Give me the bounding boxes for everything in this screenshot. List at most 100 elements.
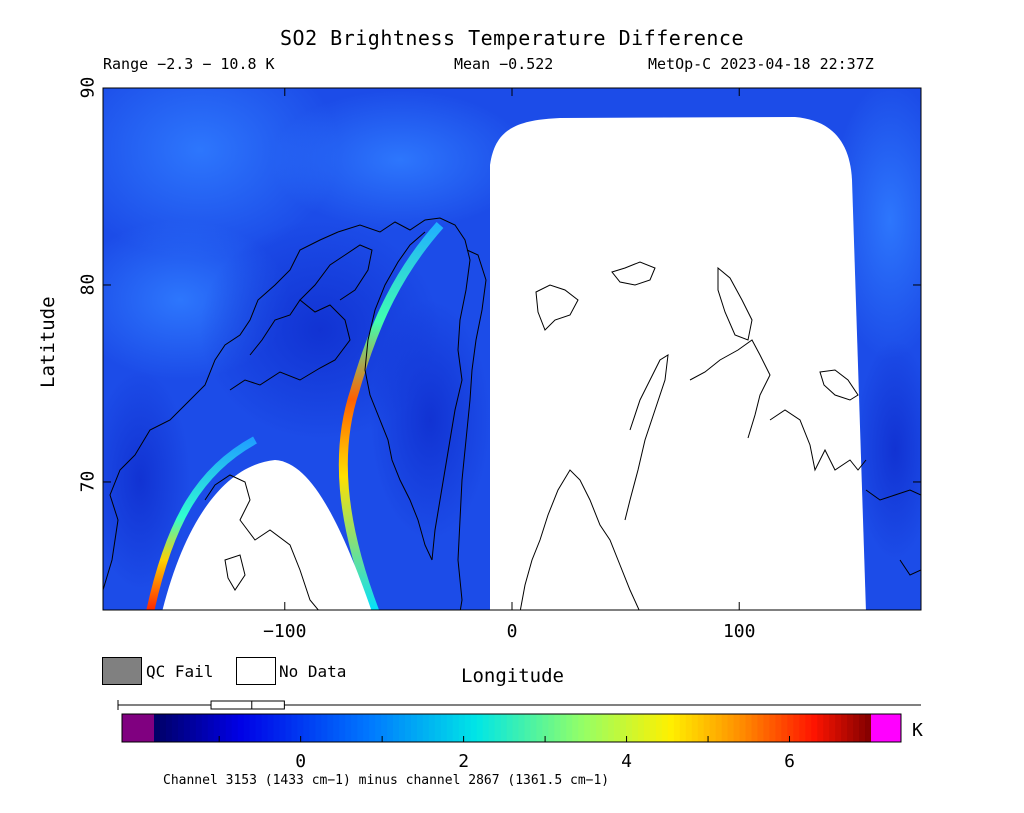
colorbar-segment: [691, 714, 699, 742]
y-axis-label: Latitude: [37, 296, 59, 388]
colorbar-segment: [494, 714, 502, 742]
colorbar-segment: [865, 714, 872, 742]
colorbar-segment: [171, 714, 179, 742]
colorbar-segment: [470, 714, 478, 742]
colorbar-underflow: [122, 714, 154, 742]
x-tick-label: 0: [506, 621, 518, 642]
colorbar-segment: [727, 714, 735, 742]
colorbar-segment: [787, 714, 794, 742]
colorbar-segment: [697, 714, 705, 742]
data-patch: [855, 340, 921, 560]
colorbar-segment: [285, 714, 293, 742]
colorbar-frame: [121, 713, 902, 743]
colorbar-segment: [452, 714, 460, 742]
coastline: [457, 249, 487, 610]
coastline: [865, 489, 921, 501]
satellite-timestamp: MetOp-C 2023-04-18 22:37Z: [648, 55, 874, 73]
colorbar-segment: [733, 714, 741, 742]
colorbar-segment: [530, 714, 537, 742]
colorbar-segment: [614, 714, 621, 742]
colorbar-segment: [309, 714, 316, 742]
colorbar-segment: [572, 714, 579, 742]
coastline: [103, 231, 339, 591]
colorbar-segment: [781, 714, 788, 742]
colorbar-segment: [841, 714, 848, 742]
colorbar-ticks: [218, 736, 791, 742]
no-data-swatch: [236, 657, 276, 685]
colorbar-tick-label: 6: [784, 751, 795, 772]
colorbar-segment: [393, 714, 400, 742]
colorbar-segment: [177, 714, 185, 742]
colorbar-segment: [602, 714, 609, 742]
colorbar-tick-label: 4: [621, 751, 632, 772]
colorbar-segment: [763, 714, 771, 742]
colorbar-segment: [273, 714, 281, 742]
colorbar-segment: [655, 714, 663, 742]
coastline: [204, 474, 319, 610]
no-data-label: No Data: [279, 662, 347, 681]
colorbar-segment: [315, 714, 322, 742]
colorbar-segment: [345, 714, 352, 742]
range-readout: Range −2.3 − 10.8 K: [103, 55, 275, 73]
colorbar-segment: [584, 714, 591, 742]
coastline: [611, 261, 656, 286]
data-patch: [103, 88, 340, 260]
colorbar-segment: [482, 714, 490, 742]
colorbar-tick-label: 0: [295, 751, 307, 772]
colorbar-segment: [685, 714, 693, 742]
y-tick-label: 90: [77, 76, 99, 99]
colorbar-segment: [297, 714, 304, 742]
page-title: SO2 Brightness Temperature Difference: [279, 26, 745, 50]
colorbar-segment: [183, 714, 191, 742]
colorbar-segment: [154, 714, 161, 742]
colorbar-segment: [279, 714, 287, 742]
colorbar-segment: [632, 714, 639, 742]
colorbar-segment: [159, 714, 167, 742]
colorbar-segment: [398, 714, 406, 742]
channel-footnote: Channel 3153 (1433 cm−1) minus channel 2…: [163, 773, 610, 788]
colorbar-segment: [387, 714, 394, 742]
colorbar-segment: [673, 714, 681, 742]
colorbar-segment: [739, 714, 747, 742]
colorbar-segment: [410, 714, 418, 742]
colorbar-segment: [775, 714, 782, 742]
coastline: [717, 266, 753, 341]
colorbar-segment: [823, 714, 830, 742]
colorbar-segment: [709, 714, 717, 742]
data-patch: [103, 370, 190, 590]
colorbar-segment: [333, 714, 340, 742]
colorbar-segment: [757, 714, 765, 742]
colorbar-segment: [793, 714, 800, 742]
colorbar-segment: [327, 714, 334, 742]
colorbar-segment: [745, 714, 753, 742]
distribution-boxplot: [117, 700, 921, 710]
colorbar-segment: [560, 714, 567, 742]
colorbar-segment: [715, 714, 723, 742]
x-axis-label: Longitude: [461, 665, 564, 687]
x-tick-label: −100: [263, 621, 307, 642]
colorbar-segment: [847, 714, 854, 742]
colorbar-segment: [207, 714, 215, 742]
coastline: [229, 299, 351, 391]
no-data-region: [162, 460, 372, 610]
colorbar-segment: [817, 714, 824, 742]
x-tick-marks: [284, 88, 740, 610]
colorbar-segment: [404, 714, 412, 742]
colorbar-segment: [488, 714, 496, 742]
colorbar-segment: [661, 714, 669, 742]
colorbar-segment: [512, 714, 520, 742]
colorbar-segment: [213, 714, 221, 742]
coastline: [519, 469, 640, 610]
mean-readout: Mean −0.522: [454, 55, 554, 73]
colorbar-segment: [357, 714, 364, 742]
colorbar-segment: [751, 714, 759, 742]
qc-fail-swatch: [102, 657, 142, 685]
colorbar-segment: [165, 714, 173, 742]
colorbar-segment: [554, 714, 561, 742]
coastline: [364, 231, 433, 561]
colorbar-segment: [506, 714, 514, 742]
colorbar-segment: [195, 714, 203, 742]
coastline: [535, 284, 579, 331]
colorbar-overflow: [871, 714, 901, 742]
